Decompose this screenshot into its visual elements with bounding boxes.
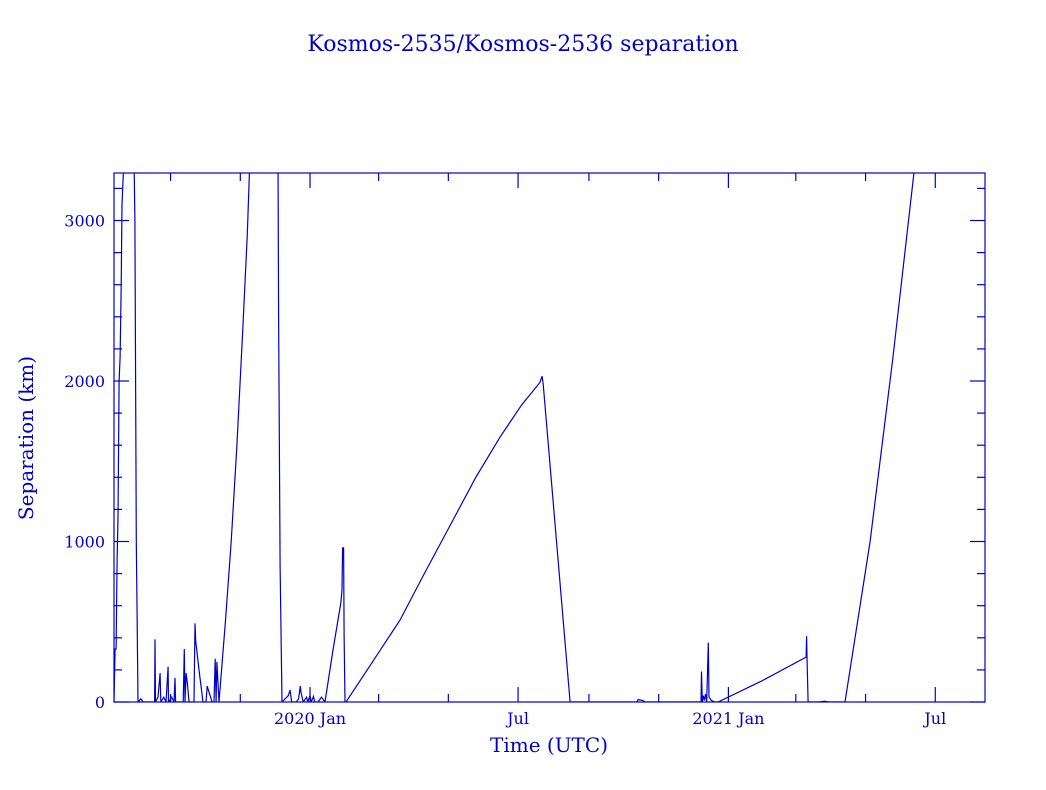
x-axis-label: Time (UTC)	[490, 733, 608, 757]
plot-frame	[113, 172, 986, 703]
x-tick-label: Jul	[505, 709, 529, 728]
y-tick-label: 0	[95, 693, 105, 712]
x-tick-label: 2021 Jan	[692, 709, 764, 728]
chart-title: Kosmos-2535/Kosmos-2536 separation	[307, 32, 738, 57]
y-axis-label: Separation (km)	[14, 356, 38, 520]
y-tick-label: 2000	[64, 372, 105, 391]
tick-labels: 2020 Jan Jul 2021 Jan Jul 0 1000 2000 3000	[64, 212, 946, 728]
x-tick-label: 2020 Jan	[274, 709, 346, 728]
axis-ticks	[114, 173, 985, 703]
separation-series-line	[114, 173, 915, 702]
y-tick-label: 1000	[64, 533, 105, 552]
y-tick-label: 3000	[64, 212, 105, 231]
x-tick-label: Jul	[922, 709, 946, 728]
